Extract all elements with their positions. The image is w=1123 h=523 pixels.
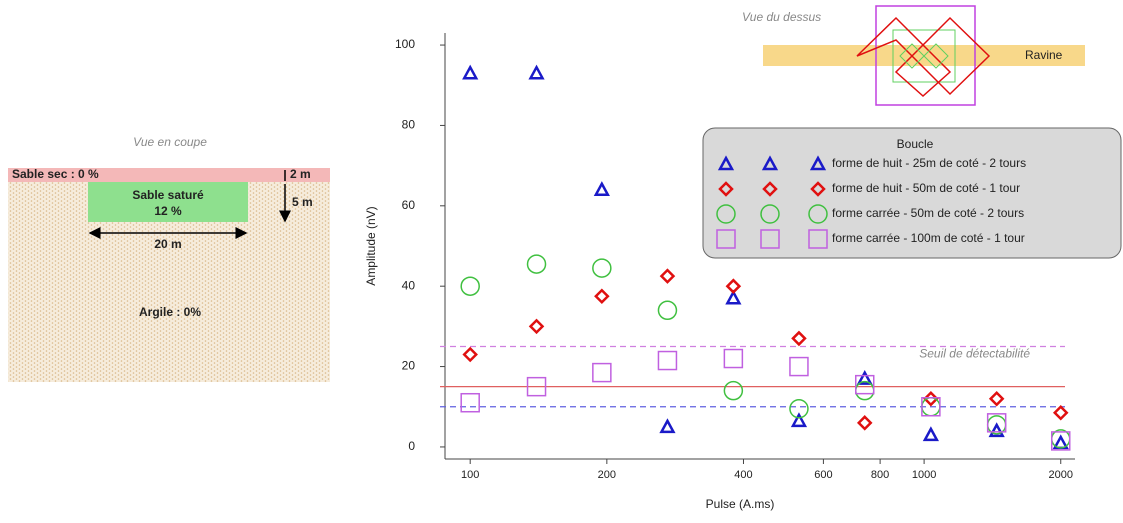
- point: [790, 412, 808, 428]
- legend-marker: [717, 155, 735, 171]
- point: [592, 362, 612, 383]
- legend-label: forme carrée - 50m de coté - 2 tours: [832, 206, 1024, 220]
- width-label: 20 m: [154, 237, 181, 251]
- point: [1052, 405, 1069, 421]
- point: [526, 376, 547, 397]
- x-axis-label: Pulse (A.ms): [706, 497, 775, 511]
- point: [856, 370, 873, 385]
- legend-marker: [810, 181, 826, 197]
- point: [922, 426, 939, 442]
- legend-marker: [760, 229, 780, 249]
- depth-label: 5 m: [292, 195, 313, 209]
- point: [657, 350, 678, 371]
- x-tick-label: 400: [734, 469, 752, 481]
- saturated-pct: 12 %: [154, 204, 182, 218]
- x-tick-label: 800: [871, 469, 889, 481]
- point: [988, 390, 1005, 407]
- point: [528, 318, 545, 335]
- legend-box: [702, 127, 1122, 259]
- dry-sand-layer: [8, 168, 330, 182]
- legend-label: forme de huit - 25m de coté - 2 tours: [832, 156, 1026, 170]
- point: [854, 374, 875, 395]
- top-view: Vue du dessus Ravine: [742, 5, 1085, 106]
- y-tick-label: 40: [402, 278, 416, 292]
- ravine-label: Ravine: [1025, 48, 1063, 62]
- legend-marker: [809, 155, 827, 171]
- point: [659, 418, 676, 434]
- point: [657, 300, 678, 321]
- loop-square-50: [892, 29, 956, 83]
- depth-top-label: 2 m: [290, 167, 311, 181]
- dry-sand-label: Sable sec : 0 %: [12, 167, 99, 181]
- x-tick-label: 1000: [912, 469, 936, 481]
- point: [460, 276, 480, 296]
- legend-marker: [761, 155, 779, 171]
- x-tick-label: 600: [814, 469, 832, 481]
- clay-label: Argile : 0%: [139, 305, 201, 319]
- legend-marker: [716, 204, 736, 224]
- x-tick-label: 200: [598, 469, 616, 481]
- y-tick-label: 60: [402, 198, 416, 212]
- point: [462, 346, 478, 363]
- legend-marker: [808, 204, 828, 224]
- point: [462, 64, 479, 80]
- point: [789, 356, 809, 377]
- point: [593, 181, 610, 196]
- point: [856, 415, 873, 431]
- x-tick-label: 100: [461, 469, 479, 481]
- point: [723, 380, 744, 401]
- y-tick-label: 20: [402, 359, 416, 373]
- legend-marker: [718, 181, 734, 197]
- point: [723, 348, 744, 369]
- point: [528, 64, 545, 80]
- point: [659, 268, 676, 284]
- cross-section: Vue en coupe Sable sec : 0 % Sable satur…: [8, 135, 330, 382]
- point: [526, 254, 547, 274]
- point: [725, 278, 742, 294]
- point: [986, 413, 1007, 433]
- threshold-label: Seuil de détectabilité: [919, 347, 1030, 361]
- saturated-label: Sable saturé: [132, 188, 204, 202]
- point: [923, 390, 939, 407]
- plot: 0 20 40 60 80 100 100 200 400 600 800 1000 2000 Pulse…: [364, 33, 1122, 511]
- point: [594, 288, 610, 305]
- legend-label: forme carrée - 100m de coté - 1 tour: [832, 231, 1025, 245]
- dessus-title: Vue du dessus: [742, 10, 821, 24]
- legend-marker: [762, 181, 778, 197]
- legend-marker: [716, 229, 736, 249]
- point: [789, 399, 809, 419]
- saturated-sand: [88, 182, 248, 222]
- coupe-title: Vue en coupe: [133, 135, 207, 149]
- x-tick-label: 2000: [1049, 469, 1073, 481]
- point: [1050, 431, 1071, 451]
- legend-marker: [808, 229, 828, 249]
- legend-marker: [760, 204, 780, 224]
- point: [592, 258, 612, 278]
- point: [460, 392, 480, 413]
- y-tick-label: 0: [408, 439, 415, 453]
- legend-label: forme de huit - 50m de coté - 1 tour: [832, 181, 1020, 195]
- y-tick-label: 100: [395, 37, 415, 51]
- point: [725, 289, 742, 305]
- point: [791, 330, 807, 347]
- legend-title: Boucle: [897, 137, 934, 151]
- loop-eight-25: [899, 43, 949, 69]
- y-axis-label: Amplitude (nV): [364, 206, 378, 285]
- y-tick-label: 80: [402, 118, 416, 132]
- loop-square-100: [875, 5, 976, 106]
- point: [988, 422, 1005, 438]
- loop-eight-50: [856, 16, 991, 98]
- point: [921, 397, 941, 417]
